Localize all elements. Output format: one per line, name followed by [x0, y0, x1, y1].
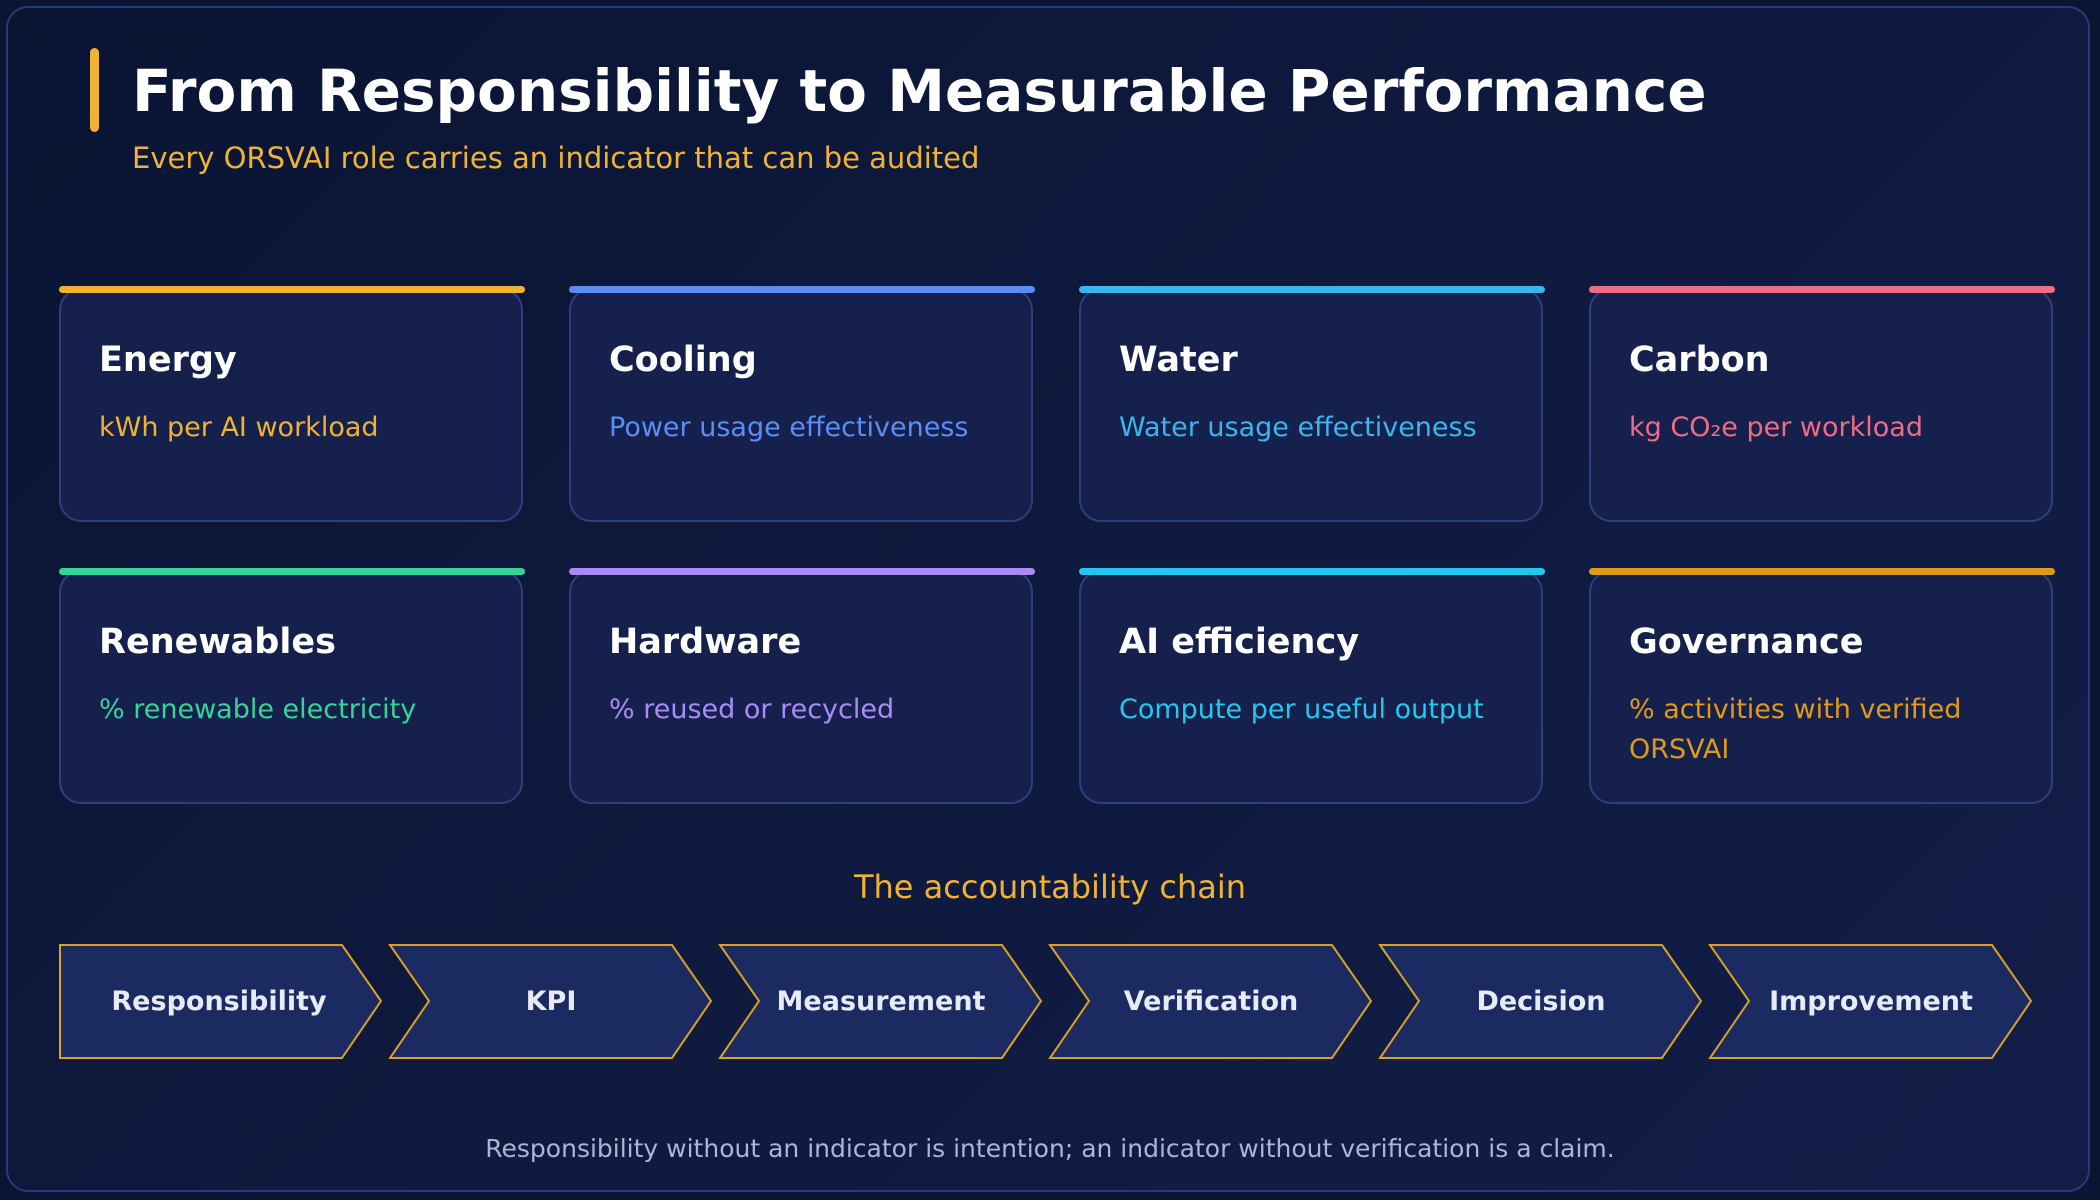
chain-step-shape	[59, 944, 383, 1059]
card-title: Cooling	[609, 340, 757, 380]
card-description: % reused or recycled	[609, 694, 895, 725]
card-description: kg CO₂e per workload	[1629, 412, 1923, 443]
kpi-card-ai-efficiency: AI efficiency Compute per useful output	[1079, 568, 1545, 804]
card-title: Carbon	[1629, 340, 1770, 380]
chain-heading: The accountability chain	[853, 868, 1247, 906]
accountability-chain	[59, 944, 2033, 1059]
card-accent-line	[59, 286, 525, 293]
card-accent-line	[59, 568, 525, 575]
chain-step-decision: Decision	[1476, 986, 1606, 1017]
card-title: Energy	[99, 340, 237, 380]
card-accent-line	[1079, 568, 1545, 575]
card-accent-line	[1079, 286, 1545, 293]
card-accent-line	[569, 568, 1035, 575]
card-description: % renewable electricity	[99, 694, 417, 725]
card-description: Water usage effectiveness	[1119, 412, 1477, 443]
card-title: Hardware	[609, 622, 802, 662]
footer-note: Responsibility without an indicator is i…	[485, 1134, 1615, 1163]
chain-step-improvement: Improvement	[1769, 986, 1973, 1017]
card-title: Water	[1119, 340, 1238, 380]
kpi-card-cooling: Cooling Power usage effectiveness	[569, 286, 1035, 522]
card-accent-line	[1589, 286, 2055, 293]
card-accent-line	[569, 286, 1035, 293]
kpi-card-carbon: Carbon kg CO₂e per workload	[1589, 286, 2055, 522]
kpi-card-hardware: Hardware % reused or recycled	[569, 568, 1035, 804]
card-description: kWh per AI workload	[99, 412, 379, 443]
kpi-card-renewables: Renewables % renewable electricity	[59, 568, 525, 804]
card-title: Governance	[1629, 622, 1864, 662]
kpi-card-energy: Energy kWh per AI workload	[59, 286, 525, 522]
chain-step-shape	[1708, 944, 2033, 1059]
card-title: Renewables	[99, 622, 336, 662]
kpi-card-water: Water Water usage effectiveness	[1079, 286, 1545, 522]
chain-step-shape	[718, 944, 1043, 1059]
card-accent-line	[1589, 568, 2055, 575]
card-description: Power usage effectiveness	[609, 412, 969, 443]
card-title: AI efficiency	[1119, 622, 1360, 662]
chain-step-kpi: KPI	[525, 986, 577, 1017]
kpi-card-governance: Governance % activities with verified OR…	[1589, 568, 2055, 804]
title-accent-bar	[90, 48, 99, 132]
page-title: From Responsibility to Measurable Perfor…	[132, 57, 1707, 125]
chain-step-responsibility: Responsibility	[111, 986, 327, 1017]
chain-step-measurement: Measurement	[776, 986, 986, 1017]
page-subtitle: Every ORSVAI role carries an indicator t…	[132, 141, 980, 175]
chain-step-shape	[1048, 944, 1373, 1059]
card-description: Compute per useful output	[1119, 694, 1484, 725]
chain-step-shape	[388, 944, 713, 1059]
card-description: % activities with verified ORSVAI	[1629, 694, 1962, 765]
chain-step-verification: Verification	[1123, 986, 1299, 1017]
chain-step-shape	[1378, 944, 1703, 1059]
